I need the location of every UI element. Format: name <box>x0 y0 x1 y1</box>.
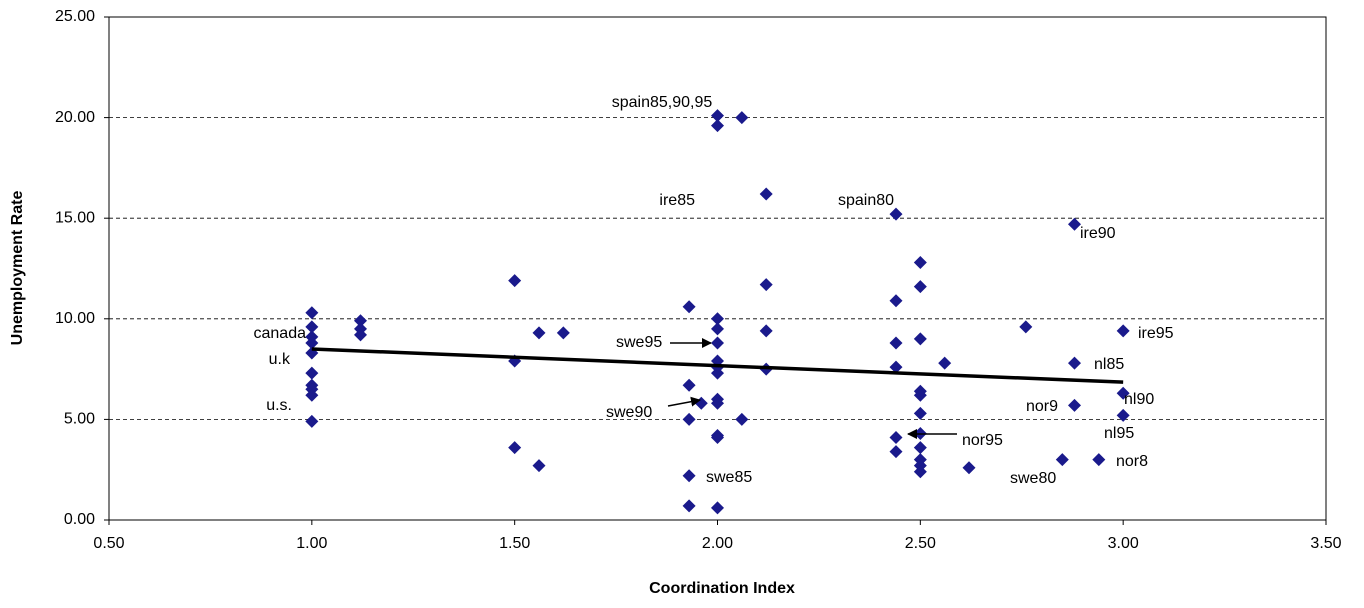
annotation: canada <box>254 325 307 342</box>
y-tick-label: 10.00 <box>55 310 95 327</box>
point <box>889 360 903 374</box>
y-tick-label: 5.00 <box>64 411 95 428</box>
point <box>711 396 724 410</box>
point <box>962 461 976 475</box>
point <box>711 312 724 326</box>
annotation: ire95 <box>1138 325 1174 342</box>
annotation: nl90 <box>1124 391 1154 408</box>
point <box>889 445 903 459</box>
point <box>556 326 570 340</box>
point <box>682 378 696 392</box>
trendline <box>311 347 1124 384</box>
x-tick-label: 1.50 <box>499 535 530 552</box>
annotation: nl85 <box>1094 356 1124 373</box>
point <box>305 414 319 428</box>
annotation: swe95 <box>616 334 662 351</box>
point <box>1067 398 1081 412</box>
y-tick-label: 25.00 <box>55 8 95 25</box>
point <box>1092 453 1106 467</box>
point <box>889 207 903 221</box>
point <box>913 465 927 479</box>
point <box>682 499 696 513</box>
y-axis-label: Unemployment Rate <box>9 191 26 346</box>
point <box>735 111 749 125</box>
point <box>1067 356 1081 370</box>
point <box>1116 408 1130 422</box>
annotation: nl95 <box>1104 425 1134 442</box>
point <box>711 336 724 350</box>
x-tick-label: 1.00 <box>296 535 327 552</box>
point <box>711 109 724 123</box>
point <box>889 336 903 350</box>
point <box>913 280 927 294</box>
point <box>889 294 903 308</box>
point <box>711 119 724 133</box>
arrow <box>667 396 701 407</box>
point <box>694 396 708 410</box>
annotation: swe90 <box>606 404 652 421</box>
annotation: nor95 <box>962 432 1003 449</box>
annotation: u.s. <box>266 397 292 414</box>
annotation: nor9 <box>1026 398 1058 415</box>
annotation: swe85 <box>706 469 752 486</box>
point <box>759 324 773 338</box>
point <box>711 322 724 336</box>
point <box>682 300 696 314</box>
annotation: u.k <box>269 351 291 368</box>
annotation: nor8 <box>1116 453 1148 470</box>
point <box>1067 217 1081 231</box>
point <box>305 336 319 350</box>
annotation: spain85,90,95 <box>612 94 713 111</box>
point <box>938 356 952 370</box>
point <box>889 431 903 445</box>
y-tick-label: 15.00 <box>55 209 95 226</box>
point <box>305 366 319 380</box>
point <box>913 441 927 455</box>
point <box>759 278 773 292</box>
point <box>913 255 927 269</box>
point <box>354 314 368 328</box>
point <box>1055 453 1069 467</box>
x-axis-label: Coordination Index <box>649 580 795 597</box>
point <box>682 469 696 483</box>
point <box>532 459 546 473</box>
point <box>305 306 319 320</box>
annotation: ire85 <box>659 192 695 209</box>
point <box>508 274 522 288</box>
point <box>913 406 927 420</box>
point <box>711 431 724 445</box>
x-tick-label: 3.50 <box>1310 535 1341 552</box>
y-tick-label: 20.00 <box>55 109 95 126</box>
point <box>682 412 696 426</box>
point <box>305 388 319 402</box>
point <box>532 326 546 340</box>
annotation: swe80 <box>1010 470 1056 487</box>
point <box>508 441 522 455</box>
point <box>305 320 319 334</box>
point <box>913 332 927 346</box>
point <box>759 187 773 201</box>
point <box>913 388 927 402</box>
x-tick-label: 0.50 <box>93 535 124 552</box>
plot-area <box>108 16 1327 521</box>
point <box>735 412 749 426</box>
point <box>354 328 368 342</box>
x-tick-label: 3.00 <box>1108 535 1139 552</box>
y-tick-label: 0.00 <box>64 511 95 528</box>
point <box>1019 320 1033 334</box>
annotation: ire90 <box>1080 225 1116 242</box>
x-tick-label: 2.00 <box>702 535 733 552</box>
point <box>1116 324 1130 338</box>
point <box>711 501 724 515</box>
annotation: spain80 <box>838 192 894 209</box>
point <box>1116 386 1130 400</box>
point <box>711 366 724 380</box>
x-tick-label: 2.50 <box>905 535 936 552</box>
